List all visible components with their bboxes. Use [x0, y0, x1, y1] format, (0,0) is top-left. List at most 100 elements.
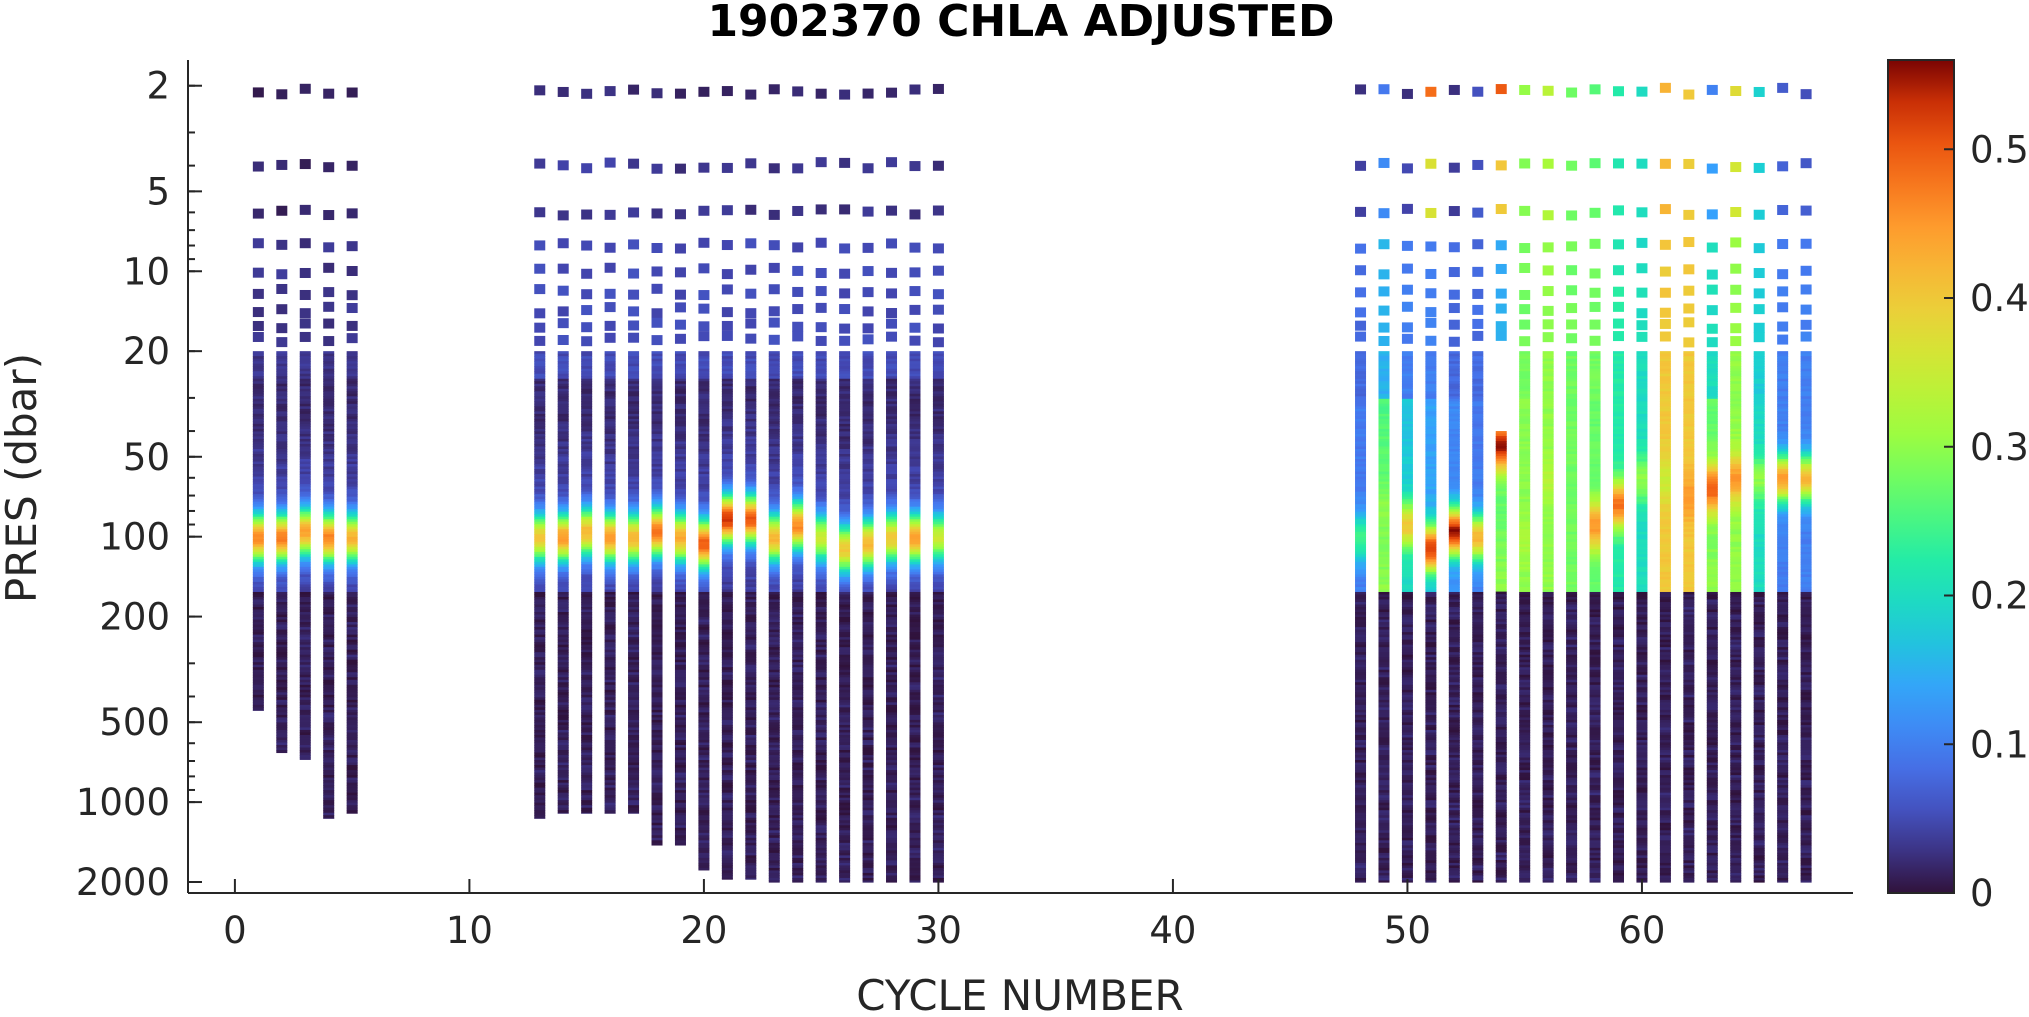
profile-segment — [721, 790, 733, 794]
profile-segment — [674, 466, 686, 470]
profile-segment — [299, 612, 311, 616]
profile-segment — [534, 546, 546, 550]
profile-segment — [745, 602, 757, 606]
profile-segment — [299, 378, 311, 382]
profile-segment — [909, 750, 921, 754]
profile-segment — [1355, 782, 1367, 786]
profile-segment — [862, 860, 874, 864]
profile-segment — [557, 456, 569, 460]
profile-segment — [628, 609, 640, 613]
profile-segment — [862, 755, 874, 759]
profile-segment — [604, 760, 616, 764]
profile-segment — [886, 714, 898, 719]
profile-segment — [323, 679, 335, 683]
profile-segment — [299, 476, 311, 480]
profile-segment — [323, 709, 335, 713]
profile-segment — [862, 719, 874, 724]
profile-segment — [252, 464, 264, 468]
profile-segment — [792, 433, 804, 438]
profile-segment — [651, 775, 663, 779]
profile-segment — [604, 719, 616, 724]
profile-segment — [534, 792, 546, 796]
profile-segment — [628, 459, 640, 463]
profile-segment — [323, 704, 335, 708]
sample-point — [299, 238, 311, 249]
profile-segment — [792, 880, 804, 883]
profile-segment — [651, 391, 663, 395]
profile-segment — [862, 647, 874, 651]
sample-point — [839, 89, 851, 100]
profile-segment — [932, 446, 944, 450]
profile-segment — [299, 744, 311, 749]
profile-segment — [628, 617, 640, 621]
sample-point — [745, 89, 757, 100]
profile-segment — [674, 614, 686, 618]
profile-segment — [534, 368, 546, 372]
profile-segment — [581, 443, 593, 448]
profile-segment — [768, 479, 780, 483]
profile-segment — [792, 514, 804, 518]
profile-segment — [932, 802, 944, 806]
profile-segment — [323, 777, 335, 781]
profile-segment — [886, 770, 898, 774]
profile-segment — [628, 443, 640, 448]
profile-segment — [581, 579, 593, 583]
profile-segment — [323, 589, 335, 593]
profile-segment — [674, 637, 686, 641]
profile-segment — [745, 489, 757, 493]
profile-segment — [862, 830, 874, 834]
profile-segment — [276, 569, 288, 573]
profile-segment — [581, 428, 593, 433]
profile-segment — [534, 672, 546, 676]
profile-segment — [792, 800, 804, 804]
profile-segment — [768, 579, 780, 583]
profile-segment — [276, 358, 288, 362]
profile-segment — [299, 546, 311, 550]
sample-point — [604, 209, 616, 220]
profile-segment — [323, 368, 335, 372]
profile-segment — [604, 529, 616, 533]
profile-segment — [745, 469, 757, 473]
profile-segment — [792, 541, 804, 545]
profile-segment — [604, 639, 616, 643]
profile-segment — [815, 647, 827, 651]
profile-segment — [886, 654, 898, 658]
profile-segment — [909, 536, 921, 540]
profile-segment — [628, 491, 640, 495]
profile-segment — [721, 642, 733, 646]
profile-segment — [276, 564, 288, 568]
profile-segment — [745, 792, 757, 796]
profile-segment — [792, 418, 804, 422]
profile-segment — [839, 566, 851, 570]
profile-segment — [651, 790, 663, 794]
profile-segment — [886, 734, 898, 739]
profile-segment — [862, 454, 874, 458]
sample-point — [909, 84, 921, 95]
profile-segment — [651, 795, 663, 799]
profile-segment — [909, 664, 921, 668]
profile-segment — [932, 797, 944, 801]
profile-segment — [698, 780, 710, 784]
profile-segment — [698, 657, 710, 661]
profile-segment — [276, 401, 288, 405]
profile-segment — [674, 459, 686, 463]
profile-segment — [768, 551, 780, 555]
profile-segment — [276, 737, 288, 741]
profile-segment — [346, 639, 358, 643]
profile-segment — [862, 667, 874, 671]
profile-segment — [932, 649, 944, 653]
profile-segment — [839, 393, 851, 397]
profile-segment — [932, 388, 944, 392]
profile-segment — [909, 862, 921, 867]
profile-segment — [768, 351, 780, 355]
sample-point — [698, 331, 710, 342]
profile-segment — [862, 428, 874, 433]
profile-segment — [299, 604, 311, 608]
profile-segment — [721, 418, 733, 422]
profile-segment — [909, 682, 921, 686]
profile-segment — [815, 536, 827, 540]
profile-segment — [745, 654, 757, 658]
profile-segment — [698, 790, 710, 794]
profile-segment — [768, 393, 780, 397]
profile-segment — [839, 860, 851, 864]
